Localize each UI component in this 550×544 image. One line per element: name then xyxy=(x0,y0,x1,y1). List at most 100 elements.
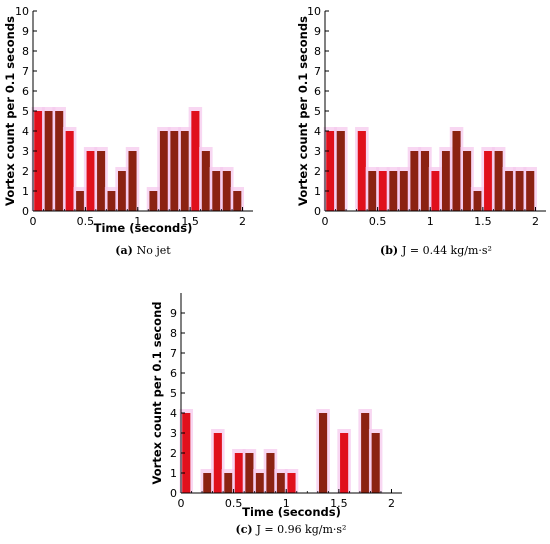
bar xyxy=(420,151,430,211)
y-tick-label: 0 xyxy=(170,487,177,500)
bar xyxy=(505,171,514,211)
y-tick-label: 2 xyxy=(170,447,177,460)
bar xyxy=(276,473,286,493)
bar xyxy=(371,433,380,493)
bar xyxy=(431,171,440,211)
bar xyxy=(389,171,398,211)
x-tick-label: 1.5 xyxy=(330,497,348,510)
x-tick-label: 0.5 xyxy=(369,215,387,228)
bar xyxy=(159,131,168,211)
bars xyxy=(31,107,245,211)
bar xyxy=(97,151,106,211)
x-tick-label: 0 xyxy=(178,497,185,510)
bar xyxy=(473,191,482,211)
bar xyxy=(149,191,158,211)
y-tick-label: 6 xyxy=(314,85,321,98)
y-tick-label: 7 xyxy=(170,347,177,360)
bar xyxy=(494,151,503,211)
bar xyxy=(213,433,222,493)
chart-panel-2: 0 1 2 3 4 5 6 7 8 9 10 0 0.5 1 1.5 2 Vortex count per 0.… xyxy=(296,5,546,257)
y-tick-label: 1 xyxy=(170,467,177,480)
bar xyxy=(326,131,335,211)
y-tick-label: 6 xyxy=(22,85,29,98)
caption-label: (a) xyxy=(115,244,136,257)
caption-text: J = 0.44 kg/m·s² xyxy=(401,244,492,257)
x-tick-label: 2 xyxy=(388,497,395,510)
bar xyxy=(191,111,200,211)
y-axis-title: Vortex count per 0.1 second xyxy=(150,301,164,484)
bars xyxy=(323,127,537,211)
bar xyxy=(76,191,85,211)
bar xyxy=(234,453,243,493)
x-tick-label: 0.5 xyxy=(77,215,95,228)
bar xyxy=(399,171,408,211)
x-tick-label: 2 xyxy=(239,215,246,228)
caption-label: (c) xyxy=(236,523,257,536)
bar xyxy=(212,171,221,211)
bar xyxy=(222,171,231,211)
y-tick-label: 7 xyxy=(22,65,29,78)
y-tick-label: 4 xyxy=(22,125,29,138)
bar xyxy=(287,473,296,493)
bar xyxy=(255,473,264,493)
bar xyxy=(233,191,242,211)
x-tick-label: 0 xyxy=(322,215,329,228)
x-tick-label: 1.5 xyxy=(181,215,199,228)
y-tick-label: 10 xyxy=(307,5,321,18)
x-axis-title: Time (seconds) xyxy=(242,505,341,519)
bar xyxy=(410,151,419,211)
y-tick-label: 3 xyxy=(314,145,321,158)
bar xyxy=(319,413,328,493)
chart-panel-1: 0 1 2 3 4 5 6 7 8 9 10 0 0.5 1 1.5 2 Time (seconds) Vorte… xyxy=(3,5,253,257)
chart-panel-3: 0 1 2 3 4 5 6 7 8 9 0 0.5 1 1.5 2 Time (seconds) Vortex … xyxy=(150,293,402,536)
bar xyxy=(201,151,210,211)
bar xyxy=(86,151,95,211)
bar xyxy=(128,151,137,211)
y-tick-label: 3 xyxy=(22,145,29,158)
bar xyxy=(118,171,127,211)
y-tick-label: 7 xyxy=(314,65,321,78)
y-tick-label: 1 xyxy=(22,185,29,198)
x-tick-label: 1 xyxy=(134,215,141,228)
bar xyxy=(203,473,212,493)
bar xyxy=(44,111,53,211)
y-tick-label: 8 xyxy=(314,45,321,58)
y-tick-label: 2 xyxy=(314,165,321,178)
bar xyxy=(361,413,370,493)
caption-text: No jet xyxy=(137,244,172,257)
bar xyxy=(224,473,233,493)
bar xyxy=(357,131,366,211)
bar xyxy=(170,131,179,211)
y-tick-label: 1 xyxy=(314,185,321,198)
y-tick-label: 0 xyxy=(314,205,321,218)
bar xyxy=(484,151,493,211)
x-tick-label: 0 xyxy=(30,215,37,228)
x-tick-label: 1.5 xyxy=(474,215,492,228)
panel-caption: (b) J = 0.44 kg/m·s² xyxy=(380,244,492,257)
y-tick-label: 8 xyxy=(170,327,177,340)
x-tick-label: 2 xyxy=(532,215,539,228)
y-tick-label: 10 xyxy=(15,5,29,18)
y-tick-label: 8 xyxy=(22,45,29,58)
bar xyxy=(336,131,345,211)
y-tick-label: 2 xyxy=(22,165,29,178)
bar xyxy=(515,171,524,211)
x-axis-title: Time (seconds) xyxy=(94,221,193,235)
y-tick-label: 5 xyxy=(170,387,177,400)
bar xyxy=(180,131,189,211)
bar xyxy=(441,151,451,211)
y-tick-label: 0 xyxy=(22,205,29,218)
bar xyxy=(463,151,472,211)
y-axis-title: Vortex count per 0.1 seconds xyxy=(3,16,17,206)
bar xyxy=(340,433,349,493)
bar xyxy=(55,111,64,211)
bar xyxy=(368,171,377,211)
y-tick-label: 9 xyxy=(314,25,321,38)
y-tick-label: 6 xyxy=(170,367,177,380)
y-tick-label: 9 xyxy=(170,307,177,320)
bar xyxy=(65,131,74,211)
bar xyxy=(526,171,535,211)
bar xyxy=(378,171,387,211)
bars xyxy=(179,409,383,493)
